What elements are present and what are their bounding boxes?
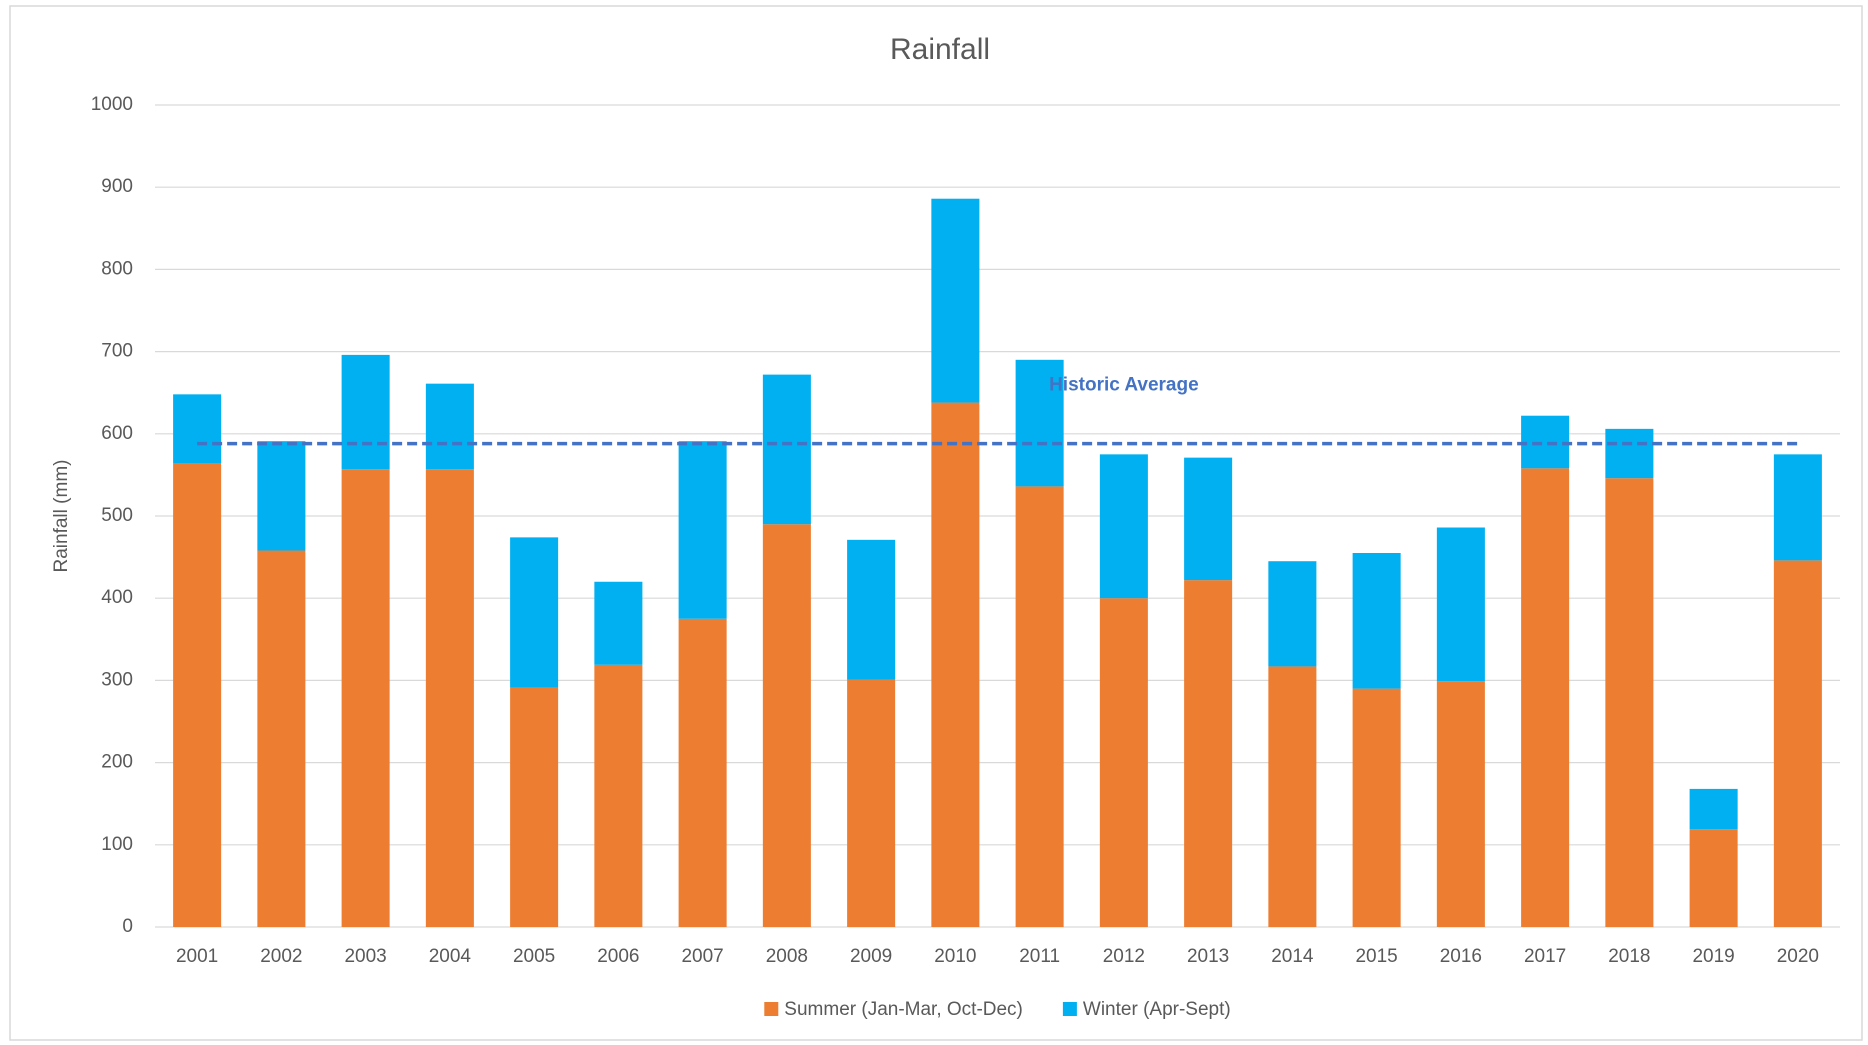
bar-segment: [173, 394, 222, 464]
bar-segment: [847, 539, 896, 680]
bar-segment: [678, 441, 727, 619]
bar-segment: [1689, 829, 1738, 927]
x-tick-label: 2020: [1777, 946, 1819, 967]
x-tick-label: 2004: [429, 946, 472, 967]
y-tick-label: 0: [122, 916, 133, 937]
x-tick-label: 2013: [1187, 946, 1229, 967]
y-axis-label: Rainfall (mm): [51, 460, 72, 573]
bar-segment: [1773, 560, 1822, 927]
x-tick-label: 2008: [766, 946, 808, 967]
bar-segment: [425, 469, 474, 927]
x-tick-label: 2015: [1355, 946, 1397, 967]
bar-segment: [1184, 457, 1233, 581]
bar-segment: [257, 550, 306, 927]
bar-segment: [510, 687, 559, 927]
y-tick-label: 300: [101, 669, 133, 690]
bar-segment: [1015, 359, 1064, 487]
bar-segment: [1773, 454, 1822, 561]
bar-segment: [1689, 788, 1738, 830]
y-tick-label: 600: [101, 423, 133, 444]
y-tick-label: 200: [101, 752, 133, 773]
x-tick-label: 2009: [850, 946, 892, 967]
y-tick-label: 800: [101, 258, 133, 279]
x-tick-label: 2019: [1692, 946, 1734, 967]
x-tick-label: 2005: [513, 946, 555, 967]
bar-segment: [678, 618, 727, 927]
x-tick-label: 2001: [176, 946, 218, 967]
bar-segment: [341, 469, 390, 927]
bar-segment: [1436, 527, 1485, 682]
bar-segment: [425, 383, 474, 470]
bar-segment: [1605, 478, 1654, 927]
bar-segment: [1015, 486, 1064, 927]
y-tick-label: 1000: [91, 94, 133, 115]
bar-segment: [341, 354, 390, 470]
bar-segment: [1268, 561, 1317, 667]
y-tick-label: 500: [101, 505, 133, 526]
legend-swatch: [1062, 1002, 1077, 1016]
x-tick-label: 2018: [1608, 946, 1650, 967]
legend-label: Summer (Jan-Mar, Oct-Dec): [784, 999, 1023, 1020]
bar-segment: [510, 537, 559, 688]
reference-label: Historic Average: [1049, 375, 1199, 396]
x-tick-label: 2012: [1103, 946, 1145, 967]
x-tick-label: 2002: [260, 946, 302, 967]
legend-label: Winter (Apr-Sept): [1083, 999, 1231, 1020]
bar-segment: [594, 664, 643, 927]
chart-title: Rainfall: [890, 33, 990, 66]
x-tick-label: 2014: [1271, 946, 1314, 967]
bar-segment: [931, 198, 980, 403]
bar-segment: [1521, 415, 1570, 469]
bar-segment: [1521, 468, 1570, 927]
bar-segment: [257, 441, 306, 551]
bar-segment: [1184, 580, 1233, 927]
y-tick-label: 900: [101, 176, 133, 197]
bar-segment: [1352, 688, 1401, 927]
y-tick-label: 400: [101, 587, 133, 608]
bar-segment: [1099, 454, 1148, 599]
x-tick-label: 2010: [934, 946, 976, 967]
x-tick-label: 2003: [344, 946, 386, 967]
bar-segment: [173, 463, 222, 927]
legend-swatch: [764, 1002, 779, 1016]
bar-segment: [847, 679, 896, 927]
bar-segment: [1605, 428, 1654, 479]
bar-segment: [594, 581, 643, 665]
bar-segment: [1099, 598, 1148, 927]
y-tick-label: 700: [101, 341, 133, 362]
bar-segment: [1268, 666, 1317, 927]
bar-segment: [762, 374, 811, 525]
x-tick-label: 2011: [1019, 946, 1060, 967]
y-tick-label: 100: [101, 834, 133, 855]
bar-segment: [762, 524, 811, 927]
x-tick-label: 2017: [1524, 946, 1566, 967]
bar-segment: [1436, 681, 1485, 927]
bar-segment: [1352, 552, 1401, 689]
bar-segment: [931, 402, 980, 928]
x-tick-label: 2016: [1440, 946, 1482, 967]
x-tick-label: 2007: [681, 946, 723, 967]
x-tick-label: 2006: [597, 946, 639, 967]
